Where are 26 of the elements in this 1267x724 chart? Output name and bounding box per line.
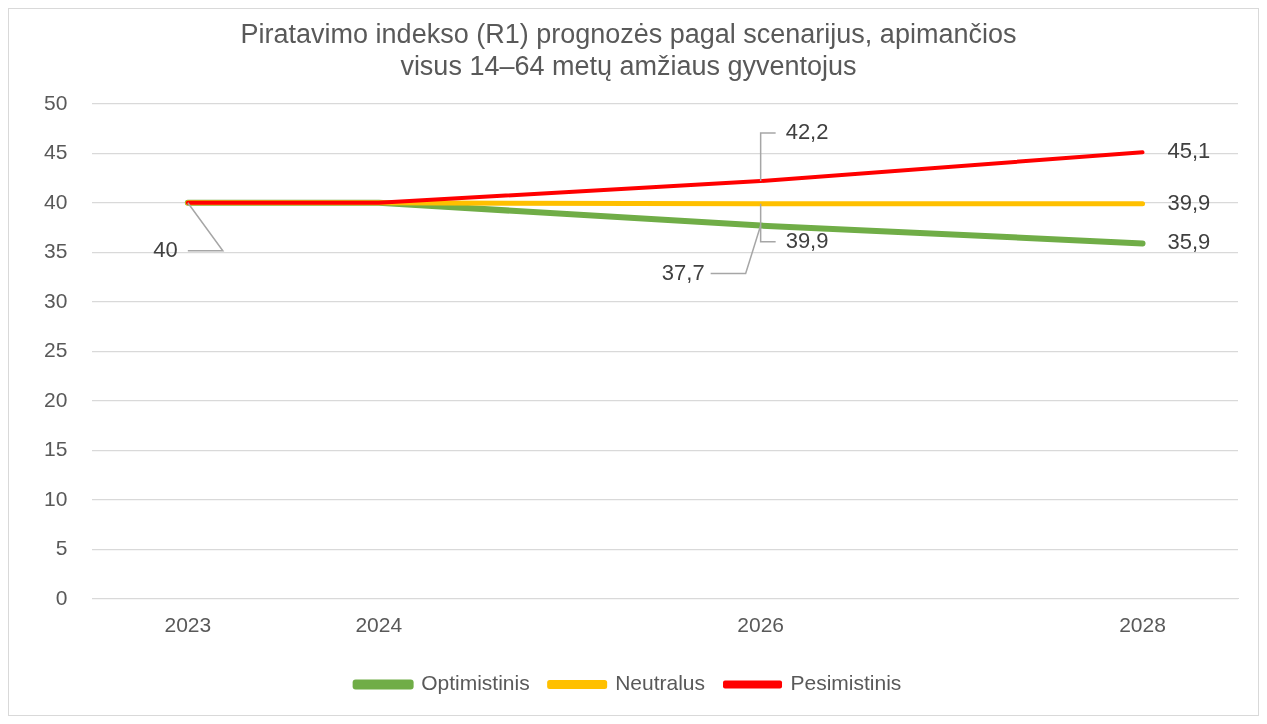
y-tick-label: 10 (44, 486, 68, 510)
y-tick-label: 35 (44, 239, 68, 263)
legend-label: Neutralus (615, 671, 706, 695)
data-label: 37,7 (661, 259, 705, 285)
x-tick-label: 2024 (355, 613, 403, 637)
chart-title: Piratavimo indekso (R1) prognozės pagal scenarijus, apimančios visus 14–64 metų amžiaus gyventojus (240, 18, 1017, 82)
data-label: 45,1 (1167, 138, 1211, 164)
y-tick-label: 0 (55, 585, 68, 609)
legend-label: Pesimistinis (790, 671, 902, 695)
data-label: 35,9 (1167, 229, 1211, 255)
y-tick-label: 50 (44, 90, 68, 114)
data-label: 39,9 (785, 227, 829, 253)
data-label: 40 (153, 236, 178, 262)
y-tick-label: 5 (55, 536, 68, 560)
y-tick-label: 45 (44, 140, 68, 164)
x-tick-label: 2028 (1119, 613, 1166, 637)
y-tick-label: 30 (44, 288, 68, 312)
data-label: 39,9 (1167, 189, 1211, 215)
x-tick-label: 2023 (164, 613, 212, 637)
x-tick-label: 2026 (737, 613, 785, 637)
legend-label: Optimistinis (421, 671, 530, 695)
y-tick-label: 20 (44, 387, 68, 411)
y-tick-label: 25 (44, 338, 68, 362)
y-tick-label: 15 (44, 437, 68, 461)
y-tick-label: 40 (44, 189, 68, 213)
data-label: 42,2 (785, 119, 829, 145)
